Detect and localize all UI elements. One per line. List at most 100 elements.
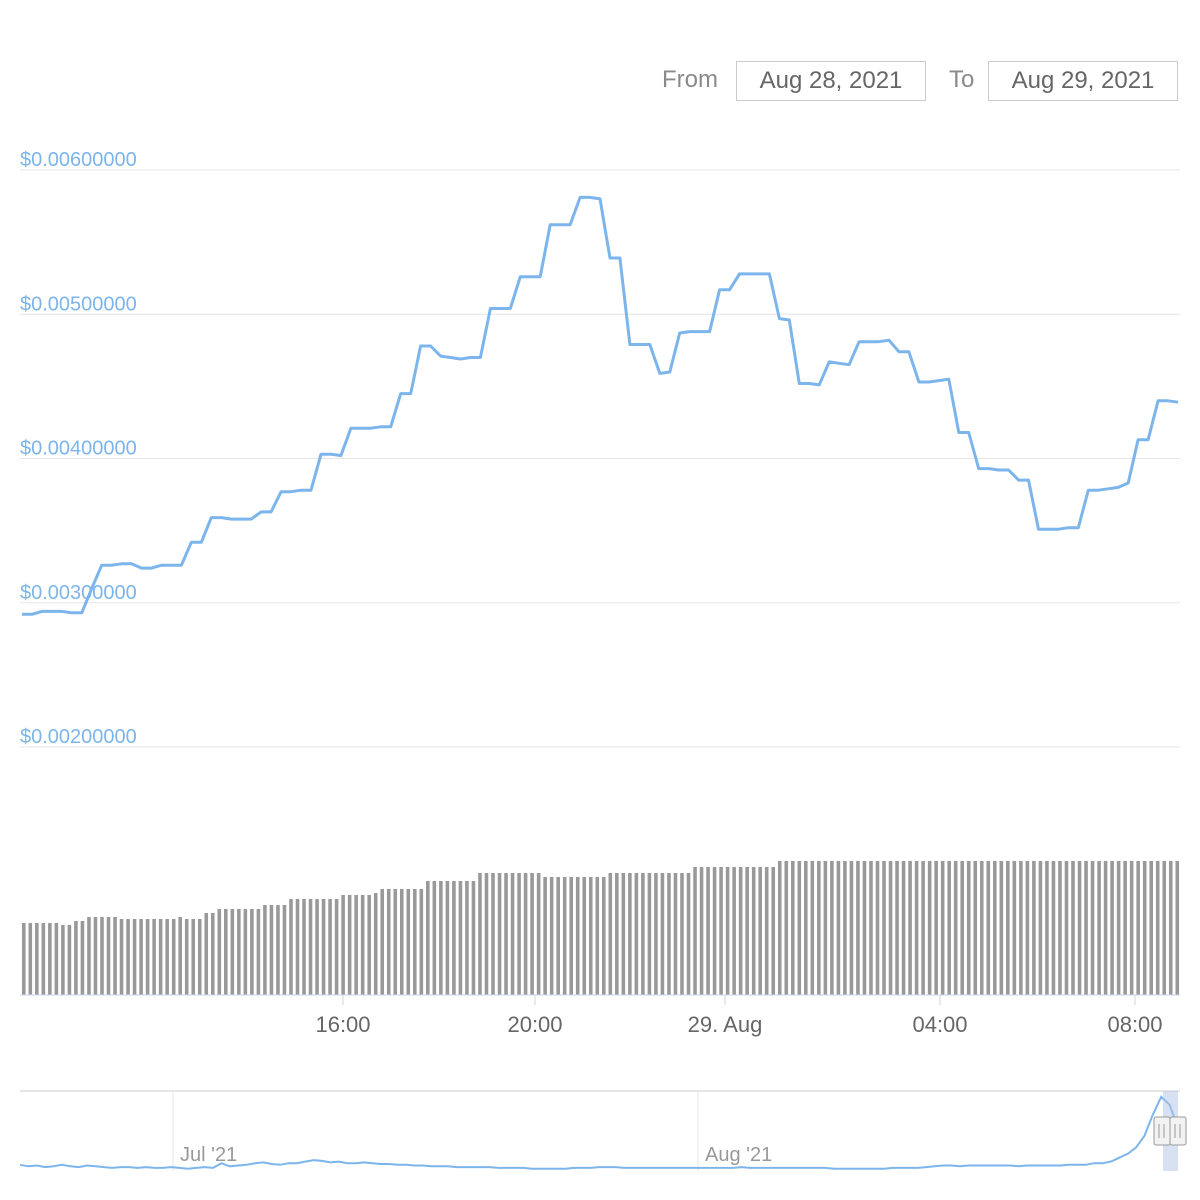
volume-bar: [608, 873, 613, 995]
volume-bar: [263, 905, 267, 995]
volume-bar: [373, 893, 378, 995]
volume-bar: [986, 861, 991, 995]
volume-bar: [934, 861, 938, 995]
volume-bar: [510, 873, 515, 995]
volume-bar: [491, 873, 495, 995]
volume-bar: [171, 919, 176, 995]
volume-bar: [484, 873, 489, 995]
volume-bar: [1090, 861, 1095, 995]
volume-bar: [61, 925, 65, 995]
volume-bar: [536, 873, 541, 995]
volume-bar: [673, 873, 678, 995]
volume-bar: [1019, 861, 1023, 995]
volume-bar: [784, 861, 789, 995]
volume-bar: [308, 899, 313, 995]
y-axis-labels: $0.00600000 $0.00500000 $0.00400000 $0.0030…: [20, 149, 137, 748]
volume-bar: [953, 861, 958, 995]
volume-bar: [862, 861, 867, 995]
volume-bar: [523, 873, 528, 995]
volume-bar: [426, 881, 430, 995]
navigator[interactable]: Jul '21 Aug '21: [19, 1090, 1187, 1171]
x-axis: 16:00 20:00 29. Aug 04:00 08:00: [315, 995, 1163, 1037]
x-tick-label: 20:00: [507, 1012, 562, 1037]
volume-bar: [126, 919, 130, 995]
volume-bar: [556, 877, 560, 995]
volume-bar: [67, 925, 72, 995]
volume-bar: [940, 861, 945, 995]
volume-bar: [1168, 861, 1173, 995]
volume-bar: [979, 861, 984, 995]
volume-bar: [790, 861, 795, 995]
volume-bar: [282, 905, 287, 995]
volume-bar: [87, 917, 91, 995]
volume-bar: [35, 923, 39, 995]
volume-bar: [1051, 861, 1056, 995]
navigator-handle[interactable]: [1169, 1116, 1187, 1146]
volume-bar: [399, 889, 404, 995]
volume-bar: [895, 861, 899, 995]
volume-bar: [465, 881, 469, 995]
volume-bar: [719, 867, 723, 995]
volume-bar: [1071, 861, 1075, 995]
volume-bar: [966, 861, 971, 995]
volume-bar: [217, 909, 222, 995]
volume-bar: [132, 919, 137, 995]
volume-bar: [1110, 861, 1114, 995]
volume-bar: [849, 861, 854, 995]
volume-bar: [947, 861, 951, 995]
volume-bar: [543, 877, 547, 995]
volume-bar: [628, 873, 632, 995]
volume-bar: [562, 877, 567, 995]
volume-bar: [706, 867, 710, 995]
y-tick-label: $0.00300000: [20, 582, 137, 604]
volume-bar: [712, 867, 717, 995]
volume-bar: [393, 889, 398, 995]
volume-bar: [771, 867, 776, 995]
y-tick-label: $0.00600000: [20, 149, 137, 171]
volume-bar: [615, 873, 619, 995]
volume-bar: [817, 861, 821, 995]
from-date-input[interactable]: [736, 61, 926, 101]
navigator-handle[interactable]: [1153, 1116, 1171, 1146]
volume-bar: [1097, 861, 1101, 995]
volume-bar: [1084, 861, 1088, 995]
volume-bar: [654, 873, 658, 995]
volume-bar: [445, 881, 450, 995]
volume-bar: [243, 909, 248, 995]
volume-bar: [764, 867, 769, 995]
volume-bar: [22, 923, 26, 995]
volume-bar: [517, 873, 521, 995]
volume-bar: [1025, 861, 1030, 995]
volume-bar: [686, 873, 691, 995]
volume-bar: [875, 861, 880, 995]
volume-bar: [276, 905, 280, 995]
volume-bar: [738, 867, 743, 995]
volume-bar: [960, 861, 965, 995]
volume-bar: [1155, 861, 1160, 995]
volume-bar: [823, 861, 828, 995]
volume-bar: [634, 873, 639, 995]
volume-bar: [921, 861, 925, 995]
volume-bar: [1175, 861, 1180, 995]
volume-bar: [452, 881, 456, 995]
volume-bar: [732, 867, 736, 995]
to-date-input[interactable]: [988, 61, 1178, 101]
navigator-line: [19, 1095, 1179, 1170]
x-tick-label: 04:00: [912, 1012, 967, 1037]
volume-bar: [178, 917, 182, 995]
volume-bar: [41, 923, 46, 995]
volume-bar: [347, 895, 352, 995]
volume-bar: [602, 877, 606, 995]
volume-bar: [80, 921, 85, 995]
volume-bar: [908, 861, 912, 995]
volume-bar: [237, 909, 241, 995]
volume-bar: [197, 919, 202, 995]
volume-bar: [152, 919, 156, 995]
volume-bar: [158, 919, 163, 995]
navigator-label: Jul '21: [180, 1144, 237, 1166]
volume-bar: [549, 877, 554, 995]
y-tick-label: $0.00500000: [20, 293, 137, 315]
volume-bar: [93, 917, 98, 995]
volume-bar: [1142, 861, 1147, 995]
